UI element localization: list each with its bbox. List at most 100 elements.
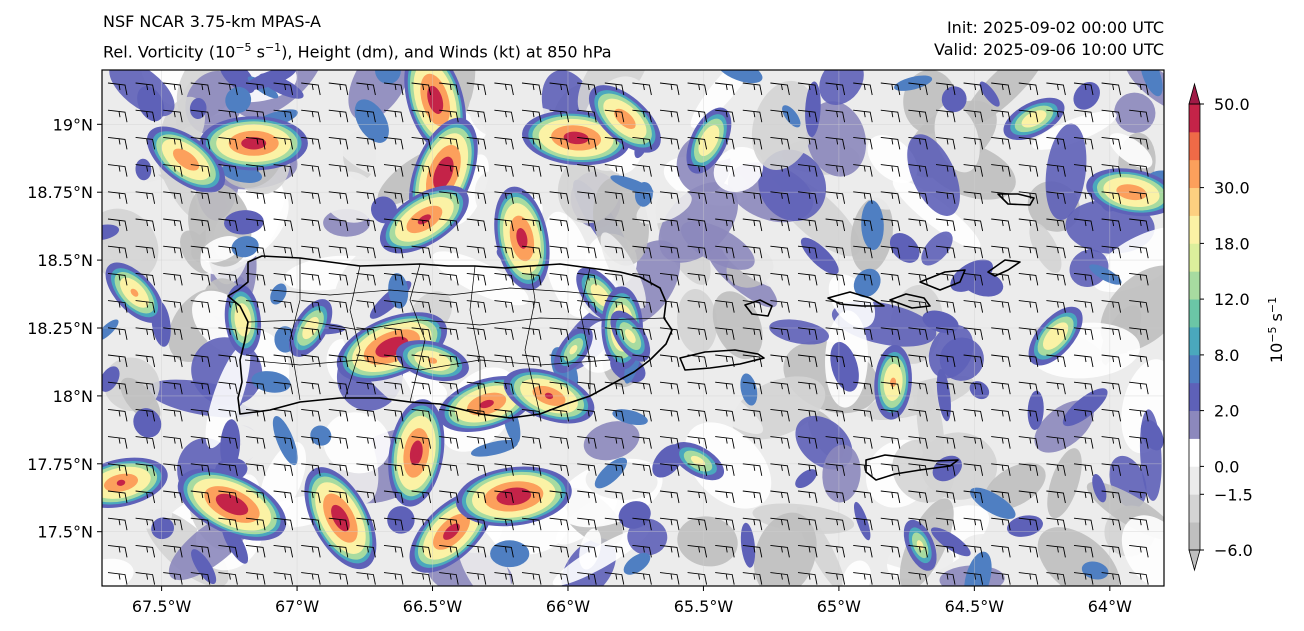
vorticity-texture-blob (102, 558, 134, 586)
wind-barb (411, 218, 432, 232)
wind-barb (245, 463, 266, 476)
vorticity-texture-blob (1109, 133, 1153, 169)
wind-barb (935, 463, 956, 476)
wind-barb (880, 544, 901, 558)
latitude-tick-label: 19°N (53, 115, 93, 134)
wind-barb (1101, 109, 1122, 123)
wind-barb (135, 408, 156, 422)
wind-barb (577, 109, 597, 123)
wind-barb (1101, 572, 1122, 585)
wind-barb (659, 218, 680, 232)
wind-barb (439, 272, 459, 286)
wind-barb (935, 191, 956, 204)
wind-barb (935, 572, 956, 585)
vorticity-texture-blob (690, 70, 758, 128)
wind-barb (411, 354, 432, 368)
colorbar-tick-label: 12.0 (1214, 290, 1250, 309)
wind-barb (908, 300, 928, 313)
wind-barb (273, 300, 294, 313)
wind-barb (715, 436, 735, 449)
wind-barb (577, 354, 597, 368)
vorticity-contour (417, 214, 431, 225)
wind-barb (687, 327, 708, 340)
wind-barb (273, 272, 294, 286)
colorbar-tick-label: −6.0 (1214, 541, 1253, 560)
wind-barb (770, 354, 790, 368)
wind-barb (853, 164, 873, 177)
wind-barb (715, 327, 735, 340)
wind-barb (411, 544, 432, 558)
wind-barb (218, 191, 238, 204)
vorticity-maximum (388, 399, 445, 507)
wind-barb (190, 490, 211, 504)
wind-barb (1018, 381, 1039, 395)
wind-barb (908, 164, 928, 177)
wind-barb (107, 354, 128, 368)
vorticity-texture-blob (200, 236, 242, 263)
colorbar-segment (1189, 299, 1200, 328)
wind-barb (1129, 109, 1149, 123)
vorticity-texture-band (251, 371, 291, 393)
wind-barb (494, 517, 514, 531)
vorticity-texture-blob (677, 516, 738, 567)
wind-barb (301, 218, 321, 232)
wind-barb (853, 517, 873, 531)
vorticity-texture-band (1140, 419, 1164, 451)
wind-barb (245, 436, 266, 449)
wind-barb (135, 82, 156, 96)
vorticity-texture-band (310, 425, 332, 446)
wind-barb (163, 436, 183, 449)
longitude-tick-label: 64.5°W (945, 597, 1005, 616)
wind-barb (1046, 300, 1066, 313)
wind-barb (494, 463, 514, 476)
wind-barb (797, 463, 818, 476)
longitude-tick-label: 65°W (817, 597, 861, 616)
wind-barb (604, 272, 625, 286)
wind-barb (190, 109, 211, 123)
wind-barb (245, 272, 266, 286)
colorbar-segment (1189, 494, 1200, 523)
wind-barb (1046, 408, 1066, 422)
wind-barb (1073, 164, 1094, 177)
wind-barb (853, 490, 873, 504)
vorticity-texture-band (618, 501, 651, 529)
vorticity-texture-blob (328, 115, 406, 178)
wind-barb (301, 436, 321, 449)
wind-barb (853, 82, 873, 96)
vorticity-texture-blob (921, 231, 953, 266)
wind-barb (494, 354, 514, 368)
wind-barb (1129, 572, 1149, 585)
longitude-tick-label: 64°W (1088, 597, 1132, 616)
wind-barb (742, 354, 763, 368)
wind-barb (521, 164, 542, 177)
virgin-gorda-coast (987, 259, 1021, 277)
wind-barb (908, 354, 928, 368)
colorbar-frame (1188, 103, 1201, 551)
wind-barb (218, 245, 238, 259)
vorticity-texture-blob (1069, 249, 1109, 287)
wind-barb (245, 517, 266, 531)
wind-barb (301, 408, 321, 422)
wind-barb (245, 245, 266, 259)
wind-barb (135, 463, 156, 476)
wind-barb (273, 245, 294, 259)
wind-barb (135, 245, 156, 259)
wind-barb (190, 381, 211, 395)
wind-barb (853, 191, 873, 204)
wind-barb (577, 82, 597, 96)
wind-barb (577, 164, 597, 177)
wind-barb (1018, 436, 1039, 449)
wind-barb (107, 544, 128, 558)
wind-barb (908, 490, 928, 504)
wind-barb (687, 300, 708, 313)
wind-barb (604, 164, 625, 177)
wind-barb (687, 245, 708, 259)
wind-barb (1129, 354, 1149, 368)
wind-barb (328, 191, 349, 204)
wind-barb (383, 272, 404, 286)
wind-barb (163, 245, 183, 259)
wind-barb (687, 436, 708, 449)
wind-barb (880, 136, 901, 150)
wind-barb (163, 381, 183, 395)
wind-barb (632, 327, 652, 340)
